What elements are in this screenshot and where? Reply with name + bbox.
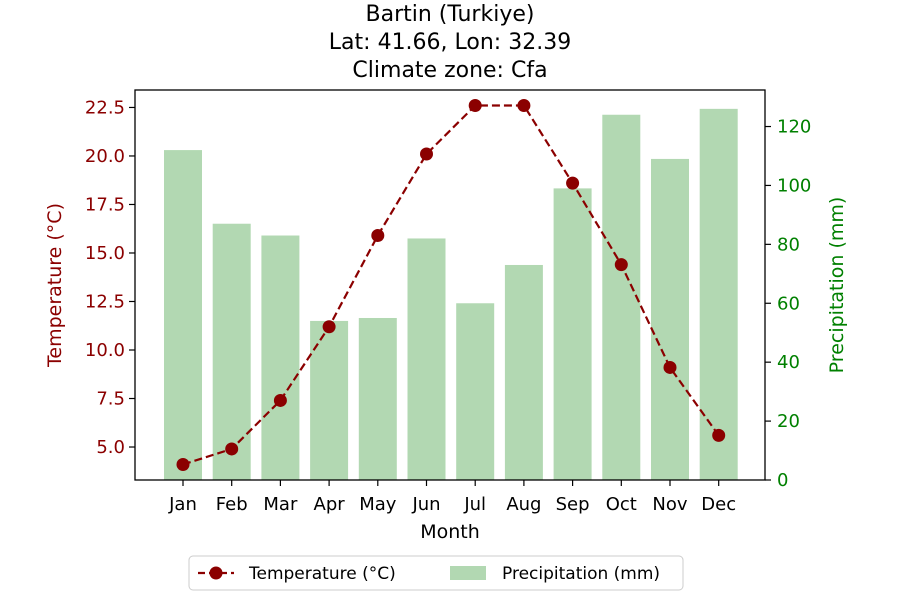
x-tick-label: Jan bbox=[168, 494, 197, 515]
x-axis: Jan Feb Mar Apr May Jun Jul Aug Sep Oct Nov Dec bbox=[168, 480, 736, 515]
y-axis-right-label: Precipitation (mm) bbox=[826, 197, 848, 374]
y-right-tick-label: 120 bbox=[777, 117, 811, 138]
y-axis-left-label: Temperature (°C) bbox=[44, 203, 66, 368]
y-left-tick-label: 15.0 bbox=[85, 243, 125, 264]
y-left-tick-label: 12.5 bbox=[85, 291, 125, 312]
precipitation-bar bbox=[261, 235, 300, 480]
legend-temperature-label: Temperature (°C) bbox=[248, 564, 396, 584]
y-left-tick-label: 10.0 bbox=[85, 340, 125, 361]
legend-temperature-marker bbox=[209, 566, 223, 580]
temperature-point bbox=[420, 147, 433, 161]
x-tick-label: Nov bbox=[652, 494, 687, 515]
y-axis-right: 0 20 40 60 80 100 120 bbox=[765, 117, 811, 491]
temperature-point bbox=[614, 258, 628, 272]
precipitation-bar bbox=[651, 158, 689, 480]
y-left-tick-label: 22.5 bbox=[85, 97, 125, 118]
temperature-series-line bbox=[182, 104, 720, 466]
x-tick-label: Jun bbox=[411, 494, 440, 515]
y-right-tick-label: 20 bbox=[777, 411, 800, 432]
plot-frame bbox=[134, 89, 766, 481]
temperature-point bbox=[566, 176, 580, 190]
precipitation-bar bbox=[504, 264, 543, 480]
precipitation-bar bbox=[407, 238, 446, 480]
temperature-point bbox=[468, 99, 482, 113]
temperature-point bbox=[225, 442, 239, 456]
precipitation-bar bbox=[212, 223, 251, 480]
temperature-point bbox=[663, 360, 677, 374]
temperature-line bbox=[176, 99, 726, 471]
chart-title-line: Lat: 41.66, Lon: 32.39 bbox=[329, 30, 571, 55]
x-tick-label: May bbox=[359, 494, 397, 515]
precipitation-bar bbox=[602, 114, 641, 481]
y-right-tick-label: 40 bbox=[777, 352, 800, 373]
temperature-point bbox=[322, 320, 336, 334]
chart-title: Bartin (Turkiye) Lat: 41.66, Lon: 32.39 Cl… bbox=[329, 2, 571, 83]
temperature-point bbox=[712, 428, 726, 442]
y-left-tick-label: 17.5 bbox=[85, 194, 125, 215]
legend-box bbox=[188, 555, 684, 591]
y-right-tick-label: 100 bbox=[777, 175, 811, 196]
y-right-tick-label: 0 bbox=[777, 470, 788, 491]
legend: Temperature (°C) Precipitation (mm) bbox=[188, 555, 684, 591]
x-tick-label: Apr bbox=[314, 494, 346, 515]
temperature-point bbox=[517, 99, 531, 113]
y-right-tick-label: 80 bbox=[777, 234, 800, 255]
x-tick-label: Sep bbox=[556, 494, 590, 515]
legend-precipitation-label: Precipitation (mm) bbox=[502, 564, 660, 584]
x-axis-label: Month bbox=[420, 521, 480, 543]
precipitation-bar bbox=[699, 108, 738, 481]
x-tick-label: Aug bbox=[506, 494, 541, 515]
y-left-tick-label: 5.0 bbox=[96, 437, 125, 458]
temperature-point bbox=[273, 393, 287, 407]
y-left-tick-label: 20.0 bbox=[85, 146, 125, 167]
x-tick-label: Dec bbox=[701, 494, 736, 515]
precipitation-bars bbox=[164, 108, 738, 481]
precipitation-bar bbox=[358, 317, 397, 480]
x-tick-label: Jul bbox=[463, 494, 486, 515]
x-tick-label: Oct bbox=[606, 494, 637, 515]
temperature-point bbox=[176, 457, 190, 471]
temperature-point bbox=[371, 229, 385, 243]
chart-title-line: Climate zone: Cfa bbox=[352, 58, 547, 83]
precipitation-bar bbox=[553, 188, 592, 481]
legend-precipitation-swatch bbox=[450, 566, 486, 580]
y-axis-left: 5.0 7.5 10.0 12.5 15.0 17.5 20.0 22.5 bbox=[85, 97, 135, 458]
precipitation-bar bbox=[164, 150, 202, 480]
x-tick-label: Feb bbox=[216, 494, 248, 515]
precipitation-bar bbox=[310, 320, 349, 480]
y-right-tick-label: 60 bbox=[777, 293, 800, 314]
y-left-tick-label: 7.5 bbox=[96, 389, 125, 410]
x-tick-label: Mar bbox=[263, 494, 298, 515]
chart-title-line: Bartin (Turkiye) bbox=[366, 2, 535, 27]
precipitation-bar bbox=[456, 303, 495, 480]
